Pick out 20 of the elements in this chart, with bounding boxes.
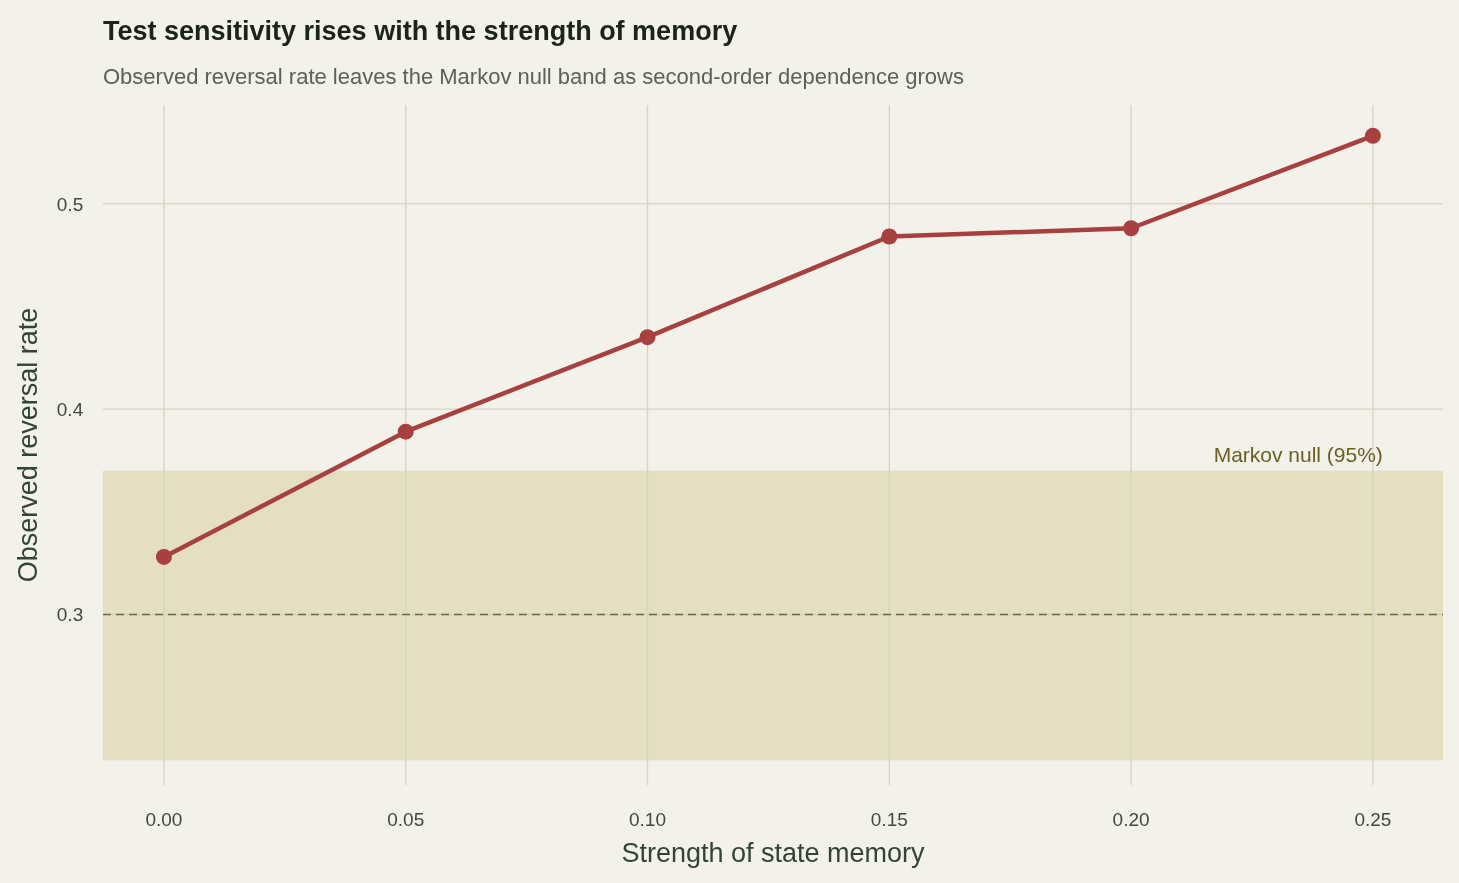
point [639, 329, 656, 346]
chart-subtitle: Observed reversal rate leaves the Markov null band as second-order dependence grows [103, 64, 964, 89]
y-tick-label: 0.3 [56, 604, 84, 626]
x-tick-label: 0.05 [387, 809, 425, 830]
x-tick-label: 0.20 [1112, 809, 1150, 830]
band-label: Markov null (95%) [1213, 442, 1383, 466]
y-tick-label: 0.5 [56, 193, 84, 215]
point [397, 423, 414, 440]
x-tick-label: 0.25 [1354, 809, 1392, 830]
point [881, 228, 898, 245]
x-tick-label: 0.15 [870, 809, 908, 830]
x-tick-label: 0.10 [629, 809, 666, 830]
y-axis-title: Observed reversal rate [13, 307, 43, 583]
point [1364, 127, 1381, 144]
point [155, 548, 172, 565]
x-tick-label: 0.00 [145, 809, 183, 830]
point [1123, 220, 1140, 237]
x-axis-title: Strength of state memory [621, 838, 926, 868]
chart-title: Test sensitivity rises with the strength of memory [103, 16, 738, 46]
y-tick-label: 0.4 [56, 399, 84, 421]
